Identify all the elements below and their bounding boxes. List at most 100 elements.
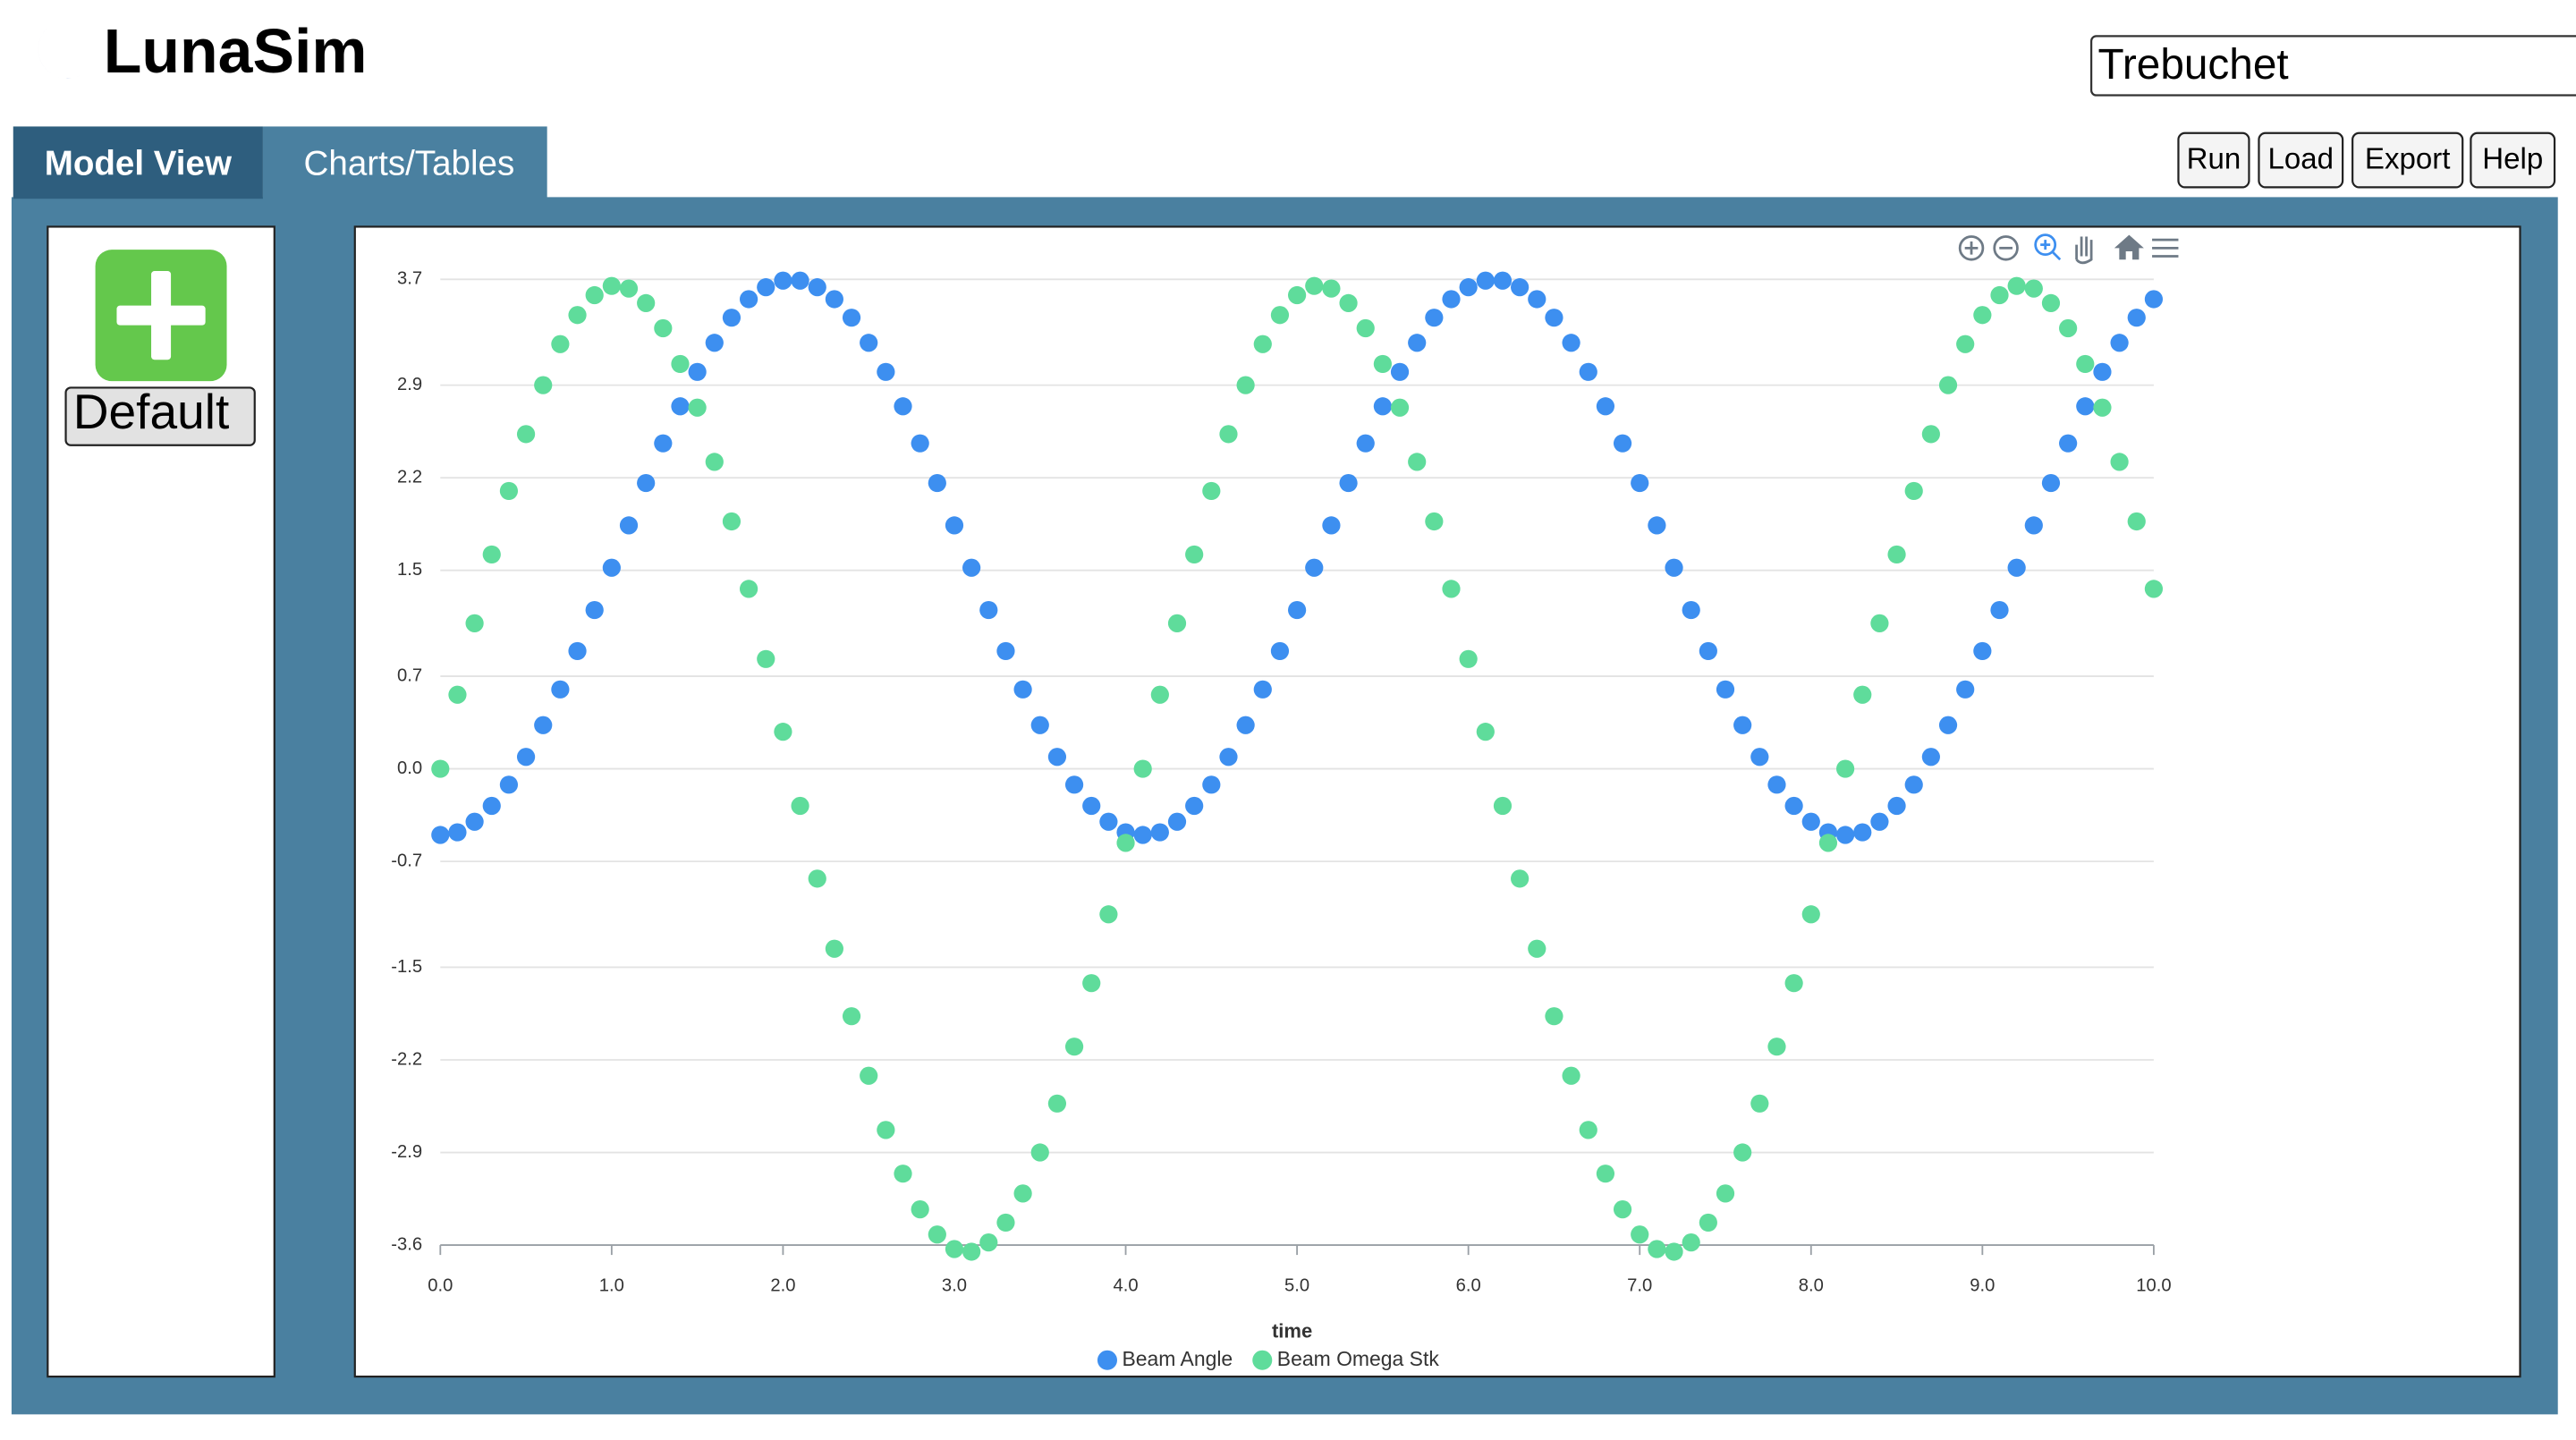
data-point <box>688 398 707 417</box>
data-point <box>1613 1200 1632 1219</box>
data-point <box>1631 473 1649 493</box>
y-tick-label: 1.5 <box>397 560 422 580</box>
add-model-button[interactable] <box>95 250 227 382</box>
data-point <box>1648 1240 1666 1258</box>
data-point <box>2144 580 2164 598</box>
data-point <box>1887 545 1906 564</box>
data-point <box>894 397 912 416</box>
tab-active[interactable] <box>13 126 263 199</box>
data-point <box>705 334 724 352</box>
data-point <box>1459 278 1478 297</box>
data-point <box>2093 362 2112 381</box>
data-point <box>1408 453 1427 471</box>
data-point <box>1511 869 1530 888</box>
data-point <box>637 473 656 493</box>
model-name-value: Trebuchet <box>2097 41 2288 89</box>
data-point <box>534 716 553 734</box>
data-point <box>1133 759 1152 778</box>
data-point <box>1030 1143 1049 1162</box>
data-point <box>1116 834 1135 852</box>
data-point <box>1921 425 1940 444</box>
data-point <box>1733 716 1752 734</box>
legend-label: Beam Omega Stk <box>1277 1347 1440 1370</box>
x-tick-label: 5.0 <box>1284 1275 1309 1295</box>
data-point <box>1253 335 1272 353</box>
data-point <box>928 473 946 493</box>
data-point <box>619 516 639 535</box>
data-point <box>431 826 450 844</box>
x-axis-title: time <box>1272 1319 1312 1342</box>
help-button[interactable]: Help <box>2470 131 2556 189</box>
data-point <box>1133 826 1152 844</box>
data-point <box>979 600 998 620</box>
data-point <box>1767 775 1786 794</box>
data-point <box>962 558 981 577</box>
data-point <box>757 278 775 297</box>
data-point <box>1493 271 1513 290</box>
data-point <box>740 290 758 309</box>
data-point <box>1853 823 1872 842</box>
chart-toolbar <box>1958 233 2179 265</box>
data-point <box>671 354 690 374</box>
data-point <box>1253 680 1272 699</box>
pan-icon[interactable] <box>2075 236 2093 265</box>
chart-panel <box>353 225 2521 1378</box>
export-button[interactable]: Export <box>2351 131 2464 189</box>
data-point <box>1562 1066 1580 1085</box>
selection-zoom-icon[interactable] <box>2034 233 2062 261</box>
data-point <box>602 276 621 295</box>
data-point <box>1167 812 1187 831</box>
data-point <box>2059 434 2078 453</box>
data-point <box>602 558 621 577</box>
data-point <box>740 580 758 598</box>
data-point <box>894 1165 912 1183</box>
data-point <box>2093 398 2112 417</box>
y-tick-label: -3.6 <box>391 1234 422 1254</box>
data-point <box>2076 397 2095 416</box>
button-label: Help <box>2482 143 2543 176</box>
model-name-input[interactable] <box>2090 35 2576 97</box>
data-point <box>1442 580 1461 598</box>
tab[interactable] <box>262 126 547 199</box>
data-point <box>1767 1038 1786 1056</box>
data-point <box>774 271 792 290</box>
data-point <box>1835 759 1855 778</box>
data-point <box>825 290 843 309</box>
run-button[interactable]: Run <box>2177 131 2250 189</box>
menu-icon[interactable] <box>2152 238 2179 258</box>
zoom-out-icon[interactable] <box>1993 235 2019 261</box>
data-point <box>1288 600 1307 620</box>
data-point <box>1150 685 1169 704</box>
data-point <box>1750 1094 1769 1113</box>
data-point <box>1579 362 1597 381</box>
data-point <box>1305 558 1324 577</box>
data-point <box>1408 334 1427 352</box>
data-point <box>1219 425 1238 444</box>
data-point <box>1339 473 1358 493</box>
data-point <box>1682 1233 1700 1252</box>
data-point <box>2041 293 2061 313</box>
legend-label: Beam Angle <box>1122 1347 1233 1370</box>
data-point <box>1442 290 1461 309</box>
data-point <box>1425 512 1444 531</box>
data-point <box>2144 290 2164 309</box>
data-point <box>2041 473 2061 493</box>
data-point <box>1973 641 1992 661</box>
data-point <box>1219 748 1238 767</box>
plot: 3.7 2.9 2.2 1.5 0.7 0.0 -0.7 -1.5 -2.2 -2.9 -3.6 0.… <box>391 269 2171 1370</box>
data-point <box>1476 271 1495 290</box>
data-point <box>1733 1143 1752 1162</box>
load-button[interactable]: Load <box>2258 131 2344 189</box>
data-point <box>1870 812 1889 831</box>
model-button[interactable] <box>64 386 256 446</box>
data-point <box>1596 1165 1615 1183</box>
data-point <box>1270 641 1290 661</box>
zoom-in-icon[interactable] <box>1958 235 1985 261</box>
legend-marker <box>1097 1350 1117 1370</box>
data-point <box>1047 1094 1067 1113</box>
reset-icon[interactable] <box>2114 234 2144 260</box>
app-title: LunaSim <box>104 16 368 86</box>
data-point <box>1356 434 1375 453</box>
data-point <box>877 362 895 381</box>
